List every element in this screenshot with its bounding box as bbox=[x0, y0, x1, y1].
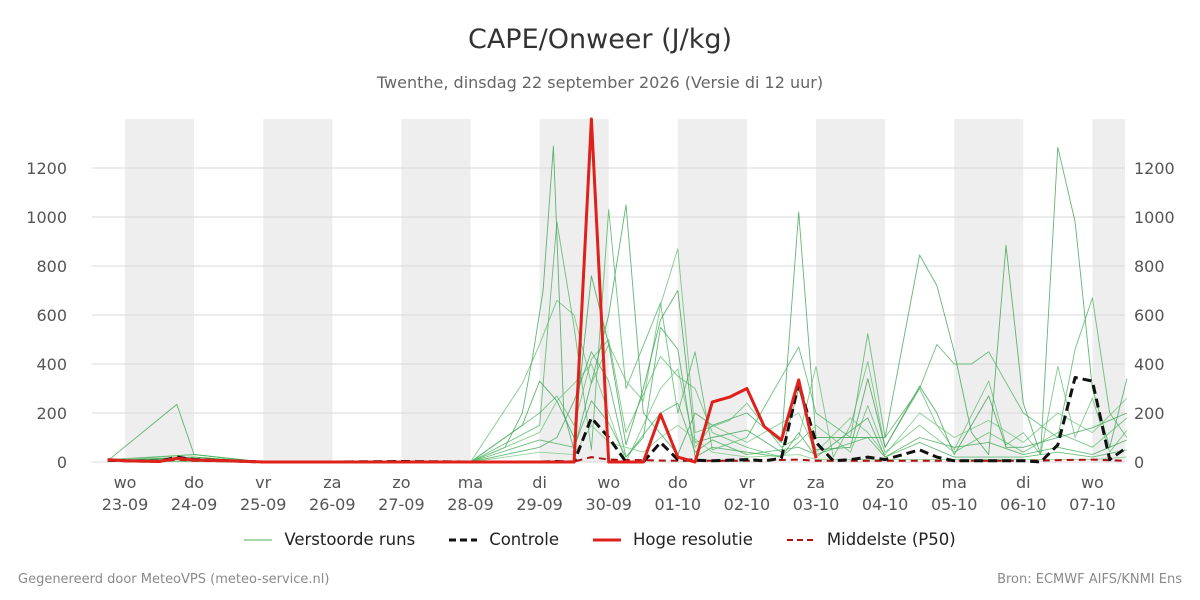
x-tick-date: 27-09 bbox=[378, 495, 425, 514]
x-axis: wo 23-09 do 24-09 vr 25-09 za 26-09 zo 27-09 ma 28-… bbox=[102, 473, 1116, 514]
day-band bbox=[1092, 119, 1125, 462]
x-tick-day: wo bbox=[597, 473, 620, 492]
footer-source: Bron: ECMWF AIFS/KNMI Ens bbox=[997, 572, 1182, 587]
x-tick-date: 28-09 bbox=[447, 495, 494, 514]
x-tick-date: 02-10 bbox=[724, 495, 771, 514]
x-tick-date: 23-09 bbox=[102, 495, 149, 514]
x-tick-date: 06-10 bbox=[1000, 495, 1047, 514]
control-line bbox=[107, 376, 1128, 464]
legend-item-control[interactable]: Controle bbox=[449, 530, 559, 549]
day-bands bbox=[125, 119, 1125, 462]
y-tick-label-left: 800 bbox=[36, 257, 67, 276]
day-band bbox=[263, 119, 333, 462]
y-tick-label-left: 1200 bbox=[26, 159, 67, 178]
day-band bbox=[539, 119, 609, 462]
y-tick-label-left: 1000 bbox=[26, 208, 67, 227]
x-tick-day: do bbox=[668, 473, 688, 492]
x-tick-day: za bbox=[807, 473, 825, 492]
day-band bbox=[816, 119, 886, 462]
x-tick-date: 03-10 bbox=[793, 495, 840, 514]
perturbed-run-line bbox=[107, 248, 1128, 463]
perturbed-run-line bbox=[107, 400, 1127, 463]
x-tick-day: ma bbox=[942, 473, 967, 492]
x-tick-date: 30-09 bbox=[585, 495, 632, 514]
perturbed-run-line bbox=[107, 363, 1128, 463]
y-tick-label-right: 1200 bbox=[1134, 159, 1175, 178]
legend-swatch-median bbox=[786, 538, 815, 541]
x-tick-day: zo bbox=[876, 473, 894, 492]
x-tick-day: do bbox=[184, 473, 204, 492]
x-tick-day: di bbox=[532, 473, 547, 492]
day-band bbox=[401, 119, 471, 462]
x-tick-date: 07-10 bbox=[1069, 495, 1116, 514]
x-tick-date: 26-09 bbox=[309, 495, 356, 514]
x-tick-day: vr bbox=[255, 473, 271, 492]
legend-item-perturbed[interactable]: Verstoorde runs bbox=[244, 530, 415, 549]
x-tick-day: wo bbox=[1081, 473, 1104, 492]
y-tick-label-right: 1000 bbox=[1134, 208, 1175, 227]
x-tick-date: 24-09 bbox=[171, 495, 218, 514]
x-tick-date: 05-10 bbox=[931, 495, 978, 514]
legend-swatch-high-resolution bbox=[592, 538, 621, 541]
y-axis-right: 0 200 400 600 800 1000 1200 bbox=[1134, 159, 1175, 472]
legend-swatch-control bbox=[449, 538, 478, 541]
y-tick-label-right: 200 bbox=[1134, 404, 1165, 423]
series-lines bbox=[107, 117, 1128, 464]
y-tick-label-left: 200 bbox=[36, 404, 67, 423]
x-tick-day: zo bbox=[392, 473, 410, 492]
legend-label: Middelste (P50) bbox=[826, 530, 956, 549]
legend: Verstoorde runs Controle Hoge resolutie … bbox=[0, 530, 1200, 549]
legend-label: Controle bbox=[489, 530, 559, 549]
perturbed-run-line bbox=[107, 339, 1128, 463]
legend-item-median[interactable]: Middelste (P50) bbox=[786, 530, 956, 549]
perturbed-run-line bbox=[107, 209, 1128, 463]
y-tick-label-left: 400 bbox=[36, 355, 67, 374]
y-tick-label-left: 600 bbox=[36, 306, 67, 325]
perturbed-run-line bbox=[107, 326, 1128, 463]
x-tick-day: di bbox=[1016, 473, 1031, 492]
x-tick-day: za bbox=[323, 473, 341, 492]
x-tick-day: ma bbox=[458, 473, 483, 492]
y-tick-label-right: 800 bbox=[1134, 257, 1165, 276]
x-tick-day: wo bbox=[114, 473, 137, 492]
legend-item-high-resolution[interactable]: Hoge resolutie bbox=[592, 530, 753, 549]
x-tick-day: vr bbox=[739, 473, 755, 492]
day-band bbox=[954, 119, 1024, 462]
legend-label: Verstoorde runs bbox=[284, 530, 416, 549]
chart-subtitle: Twenthe, dinsdag 22 september 2026 (Vers… bbox=[376, 73, 824, 92]
y-tick-label-right: 400 bbox=[1134, 355, 1165, 374]
y-tick-label-right: 0 bbox=[1134, 453, 1144, 472]
day-band bbox=[677, 119, 747, 462]
chart-title: CAPE/Onweer (J/kg) bbox=[467, 24, 732, 55]
legend-label: Hoge resolutie bbox=[632, 530, 753, 549]
y-tick-label-left: 0 bbox=[57, 453, 67, 472]
legend-swatch-perturbed bbox=[244, 539, 273, 540]
high-resolution-line bbox=[107, 117, 818, 464]
footer-generator: Gegenereerd door MeteoVPS (meteo-service… bbox=[18, 572, 330, 587]
y-axis-left: 0 200 400 600 800 1000 1200 bbox=[26, 159, 67, 472]
x-tick-date: 29-09 bbox=[516, 495, 563, 514]
y-tick-label-right: 600 bbox=[1134, 306, 1165, 325]
x-tick-date: 01-10 bbox=[655, 495, 702, 514]
day-band bbox=[125, 119, 195, 462]
perturbed-run-line bbox=[107, 145, 1128, 463]
x-tick-date: 04-10 bbox=[862, 495, 909, 514]
x-tick-date: 25-09 bbox=[240, 495, 287, 514]
